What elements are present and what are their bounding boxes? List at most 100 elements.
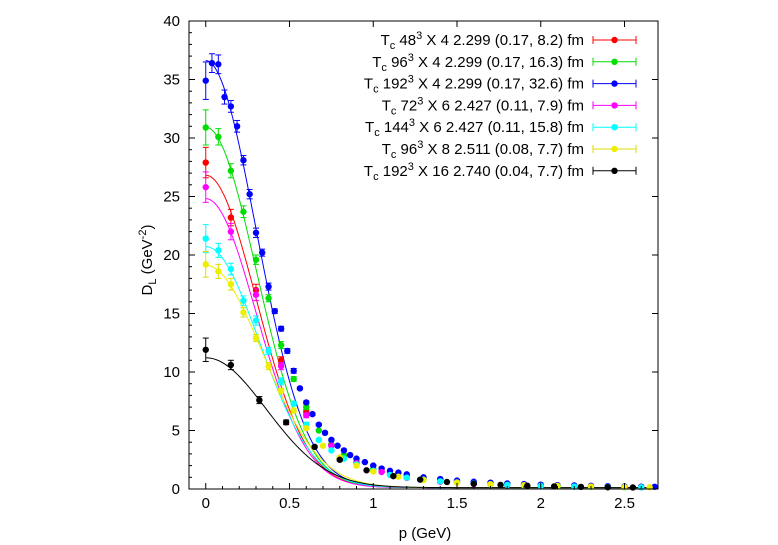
- data-point: [319, 442, 327, 449]
- data-point: [651, 483, 658, 490]
- data-point: [340, 447, 348, 454]
- fit-curve: [205, 264, 658, 489]
- data-point: [315, 427, 323, 434]
- data-point: [202, 124, 209, 131]
- y-tick-label: 40: [163, 13, 180, 30]
- data-point: [390, 472, 397, 480]
- data-point: [328, 436, 335, 444]
- data-point: [277, 341, 285, 349]
- data-point: [246, 190, 253, 198]
- data-point: [277, 357, 285, 364]
- fit-curve: [205, 174, 658, 489]
- data-point: [437, 478, 444, 485]
- data-point: [403, 474, 410, 481]
- data-point: [227, 361, 235, 369]
- data-point: [497, 481, 504, 489]
- data-point: [265, 295, 272, 302]
- legend-marker: [611, 124, 618, 131]
- data-point: [258, 249, 266, 256]
- legend-marker: [611, 167, 618, 174]
- data-point: [453, 479, 461, 486]
- legend-marker: [611, 145, 618, 153]
- data-point: [252, 334, 260, 342]
- y-tick-label: 35: [163, 72, 180, 89]
- y-tick-label: 30: [163, 130, 180, 147]
- legend-marker: [611, 36, 618, 44]
- data-point: [227, 103, 235, 110]
- data-point: [284, 347, 291, 355]
- y-tick-label: 5: [172, 423, 180, 440]
- legend-entry-label: Tc 1923 X 16 2.740 (0.04, 7.7) fm: [364, 161, 584, 183]
- fit-curve: [205, 246, 658, 489]
- data-point: [290, 400, 297, 407]
- data-point: [395, 473, 402, 480]
- data-point: [227, 167, 235, 174]
- x-tick-label: 1.5: [447, 495, 468, 512]
- data-point: [328, 442, 335, 449]
- data-point: [265, 283, 272, 290]
- data-points: [202, 53, 658, 491]
- legend-marker: [611, 102, 618, 109]
- data-point: [321, 429, 329, 437]
- data-point: [311, 443, 318, 451]
- data-point: [277, 387, 285, 394]
- data-point: [290, 375, 297, 383]
- legend-entry-label: Tc 1923 X 4 2.299 (0.17, 32.6) fm: [364, 74, 584, 96]
- data-point: [361, 458, 369, 466]
- data-point: [215, 133, 222, 141]
- data-point: [353, 455, 360, 462]
- data-point: [202, 77, 209, 84]
- data-point: [470, 480, 477, 487]
- x-tick-label: 0.5: [279, 495, 300, 512]
- data-point: [202, 159, 209, 166]
- data-point: [240, 309, 247, 316]
- data-point: [240, 297, 247, 304]
- legend-entry-label: Tc 963 X 4 2.299 (0.17, 16.3) fm: [372, 52, 584, 74]
- data-point: [240, 157, 247, 164]
- y-tick-label: 0: [172, 481, 180, 498]
- data-point: [271, 307, 278, 315]
- y-axis: 0 5 10 15 20 25 30 35 40: [163, 13, 658, 498]
- data-point: [315, 421, 323, 428]
- data-point: [221, 93, 228, 101]
- data-point: [252, 291, 260, 298]
- data-point: [487, 481, 494, 488]
- data-point: [336, 456, 343, 463]
- data-point: [577, 483, 585, 491]
- data-point: [290, 407, 297, 414]
- data-point: [215, 61, 222, 68]
- data-point: [282, 419, 290, 426]
- data-point: [309, 410, 316, 418]
- data-point: [303, 424, 310, 432]
- data-point: [629, 484, 637, 491]
- legend-entry-label: Tc 963 X 8 2.511 (0.08, 7.7) fm: [382, 139, 584, 161]
- data-point: [353, 462, 360, 469]
- y-tick-label: 25: [163, 189, 180, 206]
- legend-marker: [611, 58, 618, 65]
- data-point: [202, 346, 209, 353]
- data-point: [296, 385, 304, 392]
- legend-marker: [611, 80, 618, 87]
- data-point: [416, 476, 424, 483]
- legend-entry-label: Tc 483 X 4 2.299 (0.17, 8.2) fm: [381, 30, 584, 52]
- data-point: [227, 214, 235, 221]
- data-point: [303, 412, 310, 419]
- data-point: [252, 229, 260, 236]
- data-point: [290, 367, 297, 375]
- data-point: [252, 317, 260, 324]
- data-point: [227, 281, 235, 288]
- data-point: [315, 436, 323, 444]
- data-point: [256, 396, 263, 404]
- data-point: [215, 247, 222, 254]
- x-axis: 0 0.5 1 1.5 2 2.5: [188, 21, 659, 512]
- x-tick-label: 1: [369, 495, 377, 512]
- data-point: [328, 447, 335, 454]
- y-tick-label: 10: [163, 364, 180, 381]
- data-point: [370, 462, 377, 469]
- data-point: [240, 208, 247, 215]
- data-point: [277, 378, 285, 385]
- data-point: [277, 362, 285, 370]
- x-tick-label: 2.5: [614, 495, 635, 512]
- data-point: [227, 228, 235, 235]
